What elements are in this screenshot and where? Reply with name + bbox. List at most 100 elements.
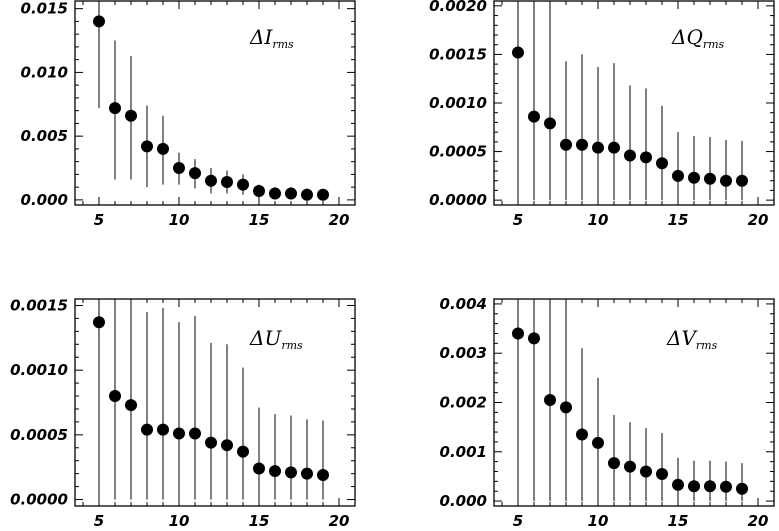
data-point: [576, 138, 588, 151]
y-tick-label: 0.0005: [10, 426, 68, 444]
data-point: [141, 423, 153, 436]
data-point: [285, 187, 297, 200]
panel-label-subscript: rms: [696, 339, 718, 352]
data-point: [544, 394, 556, 407]
plot-frame: [74, 298, 356, 507]
data-point: [736, 482, 748, 495]
data-point: [592, 141, 604, 154]
data-point: [93, 15, 105, 28]
y-tick-label: 0.000: [440, 492, 487, 510]
x-tick-label: 10: [588, 512, 609, 530]
panel-label-symbol: ΔI: [249, 25, 273, 49]
panel-label-subscript: rms: [703, 38, 725, 51]
y-tick-label: 0.002: [440, 394, 487, 412]
y-tick-label: 0.0000: [429, 191, 487, 209]
data-point: [189, 167, 201, 180]
panel-label-subscript: rms: [272, 38, 294, 51]
data-point: [704, 172, 716, 185]
y-tick-label: 0.0010: [10, 361, 68, 379]
data-point: [656, 467, 668, 480]
panel-3: 5 10 15 20 0.0000 0.0005 0.0010 0.0015 ΔUrms: [10, 296, 356, 530]
data-point: [672, 169, 684, 182]
x-tick-label: 10: [169, 211, 190, 229]
x-tick-label: 5: [513, 211, 523, 229]
y-tick-label: 0.0005: [429, 143, 487, 161]
data-point: [576, 428, 588, 441]
panel-label: ΔUrms: [249, 326, 303, 352]
x-tick-label: 15: [249, 512, 270, 530]
data-point: [269, 187, 281, 200]
x-tick-label: 20: [329, 512, 350, 530]
y-tick-label: 0.0015: [10, 296, 68, 314]
data-point: [608, 457, 620, 470]
y-tick-label: 0.015: [21, 0, 68, 18]
panel-label-symbol: ΔV: [666, 326, 698, 350]
data-point: [640, 465, 652, 478]
data-point: [528, 110, 540, 123]
data-point: [205, 174, 217, 187]
data-point: [736, 174, 748, 187]
plot-frame: [74, 0, 356, 206]
panel-label: ΔQrms: [671, 25, 725, 51]
data-point: [624, 460, 636, 473]
data-point: [704, 480, 716, 493]
y-tick-label: 0.0020: [429, 0, 487, 15]
data-point: [560, 401, 572, 414]
data-point: [285, 466, 297, 479]
y-tick-label: 0.000: [21, 191, 68, 209]
data-point: [221, 176, 233, 189]
data-point: [109, 390, 121, 403]
data-point: [301, 467, 313, 480]
data-point: [608, 141, 620, 154]
y-tick-label: 0.0000: [10, 491, 68, 509]
panel-1: 5 10 15 20 0.000 0.005 0.010 0.015 ΔIrms: [21, 0, 356, 229]
data-point: [720, 174, 732, 187]
x-tick-label: 15: [668, 512, 689, 530]
x-tick-label: 5: [513, 512, 523, 530]
x-tick-label: 10: [169, 512, 190, 530]
data-point: [560, 138, 572, 151]
data-point: [189, 427, 201, 440]
data-point: [141, 140, 153, 153]
y-tick-label: 0.001: [440, 443, 487, 461]
x-tick-label: 20: [748, 512, 769, 530]
y-tick-label: 0.004: [440, 295, 487, 313]
data-point: [301, 188, 313, 201]
data-point: [624, 149, 636, 162]
data-point: [688, 171, 700, 184]
data-point: [157, 423, 169, 436]
data-point: [512, 46, 524, 59]
data-point: [656, 157, 668, 170]
x-tick-label: 20: [748, 211, 769, 229]
data-point: [720, 480, 732, 493]
data-point: [317, 468, 329, 481]
data-point: [688, 480, 700, 493]
panel-label: ΔIrms: [249, 25, 294, 51]
data-point: [237, 178, 249, 191]
x-tick-label: 15: [249, 211, 270, 229]
data-point: [221, 439, 233, 452]
x-tick-label: 5: [94, 211, 104, 229]
x-tick-label: 5: [94, 512, 104, 530]
y-tick-label: 0.0015: [429, 45, 487, 63]
data-point: [253, 462, 265, 475]
data-point: [109, 102, 121, 115]
y-tick-label: 0.0010: [429, 94, 487, 112]
data-point: [93, 316, 105, 329]
panel-label-symbol: ΔU: [249, 326, 282, 350]
panel-2: 5 10 15 20 0.0000 0.0005 0.0010 0.0015 0.0020 ΔQr…: [429, 0, 775, 229]
data-point: [672, 478, 684, 491]
plot-frame: [493, 298, 775, 507]
data-point: [173, 162, 185, 175]
data-point: [173, 427, 185, 440]
panel-4: 5 10 15 20 0.000 0.001 0.002 0.003 0.004 ΔVrms: [440, 295, 775, 530]
data-point: [269, 465, 281, 478]
data-point: [205, 436, 217, 449]
data-point: [528, 332, 540, 345]
data-point: [125, 399, 137, 412]
data-point: [512, 327, 524, 340]
data-point: [125, 109, 137, 122]
data-point: [237, 445, 249, 458]
y-tick-label: 0.003: [440, 344, 487, 362]
